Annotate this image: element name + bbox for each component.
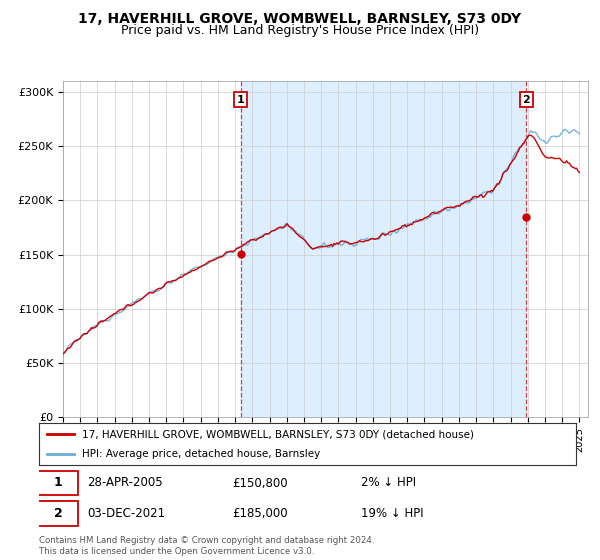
Text: £150,800: £150,800 <box>232 477 288 489</box>
Text: £185,000: £185,000 <box>232 507 288 520</box>
Text: 17, HAVERHILL GROVE, WOMBWELL, BARNSLEY, S73 0DY (detached house): 17, HAVERHILL GROVE, WOMBWELL, BARNSLEY,… <box>82 429 474 439</box>
Text: Price paid vs. HM Land Registry's House Price Index (HPI): Price paid vs. HM Land Registry's House … <box>121 24 479 37</box>
Text: 2: 2 <box>53 507 62 520</box>
Text: HPI: Average price, detached house, Barnsley: HPI: Average price, detached house, Barn… <box>82 449 320 459</box>
Text: 1: 1 <box>237 95 245 105</box>
FancyBboxPatch shape <box>38 502 78 526</box>
FancyBboxPatch shape <box>38 470 78 495</box>
Text: 19% ↓ HPI: 19% ↓ HPI <box>361 507 424 520</box>
Text: 1: 1 <box>53 477 62 489</box>
Text: 03-DEC-2021: 03-DEC-2021 <box>88 507 166 520</box>
Text: Contains HM Land Registry data © Crown copyright and database right 2024.
This d: Contains HM Land Registry data © Crown c… <box>39 536 374 556</box>
Bar <box>241 81 526 417</box>
Text: 2: 2 <box>523 95 530 105</box>
Text: 2% ↓ HPI: 2% ↓ HPI <box>361 477 416 489</box>
Text: 28-APR-2005: 28-APR-2005 <box>88 477 163 489</box>
Text: 17, HAVERHILL GROVE, WOMBWELL, BARNSLEY, S73 0DY: 17, HAVERHILL GROVE, WOMBWELL, BARNSLEY,… <box>79 12 521 26</box>
